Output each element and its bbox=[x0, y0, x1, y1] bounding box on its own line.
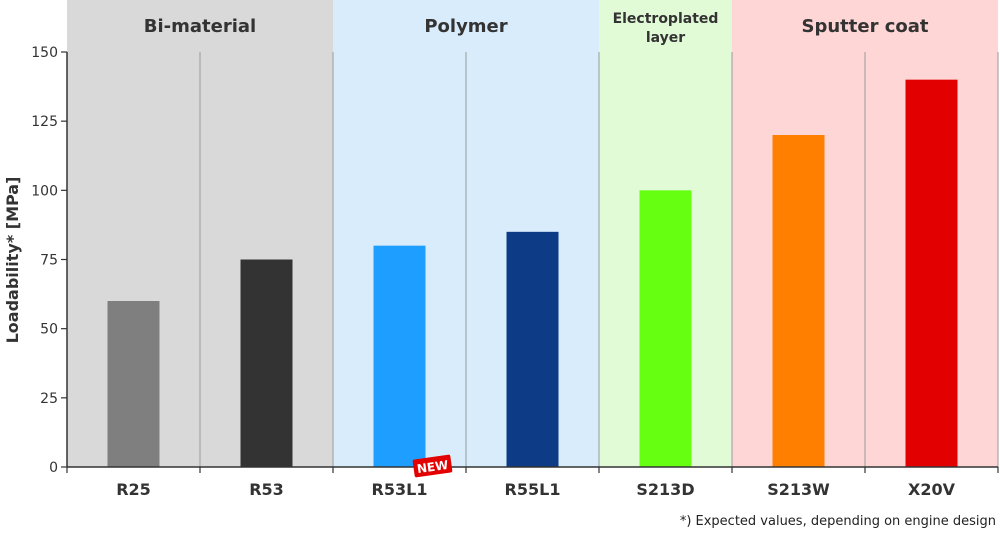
new-badge: NEW bbox=[412, 454, 453, 478]
bar-R53L1 bbox=[373, 245, 426, 467]
category-label-R53L1: R53L1 bbox=[372, 480, 428, 499]
group-label-1: Polymer bbox=[424, 16, 507, 37]
x-axis-labels: R25 R53 R53L1 R55L1 S213D S213W X20V bbox=[116, 480, 955, 499]
y-tick-label-150: 150 bbox=[31, 45, 58, 61]
y-tick-label-25: 25 bbox=[40, 391, 58, 407]
category-label-S213D: S213D bbox=[636, 480, 694, 499]
y-tick-label-0: 0 bbox=[49, 460, 58, 476]
category-label-S213W: S213W bbox=[767, 480, 830, 499]
category-separators bbox=[199, 52, 999, 467]
category-label-X20V: X20V bbox=[908, 480, 956, 499]
category-label-R55L1: R55L1 bbox=[505, 480, 561, 499]
category-label-R25: R25 bbox=[116, 480, 151, 499]
y-axis: 0 25 50 75 100 125 150 bbox=[31, 45, 999, 476]
y-tick-label-125: 125 bbox=[31, 114, 58, 130]
group-headers: Bi-material Polymer Electroplated layer Sput… bbox=[144, 11, 929, 46]
y-tick-label-50: 50 bbox=[40, 322, 58, 338]
bar-S213D bbox=[639, 190, 692, 468]
group-label-0: Bi-material bbox=[144, 16, 256, 37]
footnote: *) Expected values, depending on engine … bbox=[679, 514, 996, 529]
group-label-2-line-0: Electroplated bbox=[613, 11, 719, 27]
bars bbox=[107, 79, 958, 468]
bar-S213W bbox=[772, 135, 825, 467]
y-axis-label: Loadability* [MPa] bbox=[3, 177, 22, 344]
bar-R25 bbox=[107, 301, 160, 467]
bar-X20V bbox=[905, 79, 958, 468]
bar-R53 bbox=[240, 259, 293, 467]
bar-R55L1 bbox=[506, 231, 559, 467]
category-label-R53: R53 bbox=[249, 480, 284, 499]
y-tick-label-75: 75 bbox=[40, 253, 58, 269]
new-badge-text: NEW bbox=[416, 458, 449, 476]
new-badge-group: NEW bbox=[412, 454, 453, 478]
group-label-2-line-1: layer bbox=[646, 30, 685, 46]
group-label-3: Sputter coat bbox=[801, 16, 928, 37]
new-badge-background bbox=[412, 454, 453, 478]
y-tick-label-100: 100 bbox=[31, 183, 58, 199]
